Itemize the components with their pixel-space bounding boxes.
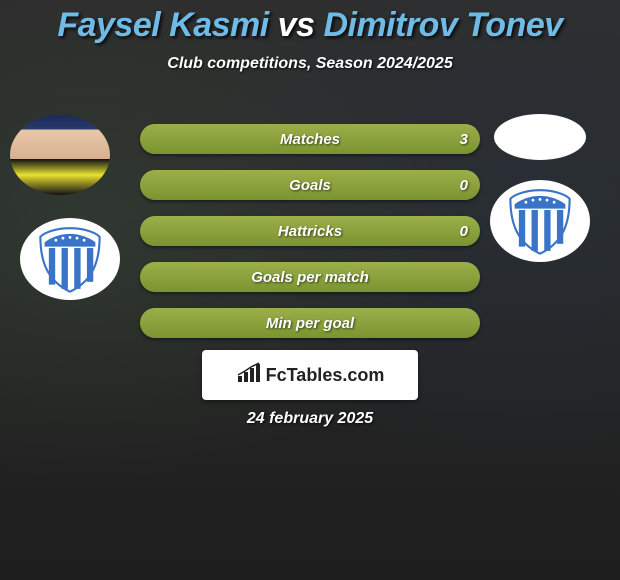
bar-chart-icon <box>236 362 262 389</box>
date-label: 24 february 2025 <box>0 410 620 428</box>
comparison-title: Faysel Kasmi vs Dimitrov Tonev <box>0 0 620 45</box>
stat-bar: Min per goal <box>140 308 480 338</box>
subtitle: Club competitions, Season 2024/2025 <box>0 55 620 73</box>
stat-label: Goals <box>289 177 331 194</box>
player1-name: Faysel Kasmi <box>57 6 268 44</box>
player2-name: Dimitrov Tonev <box>323 6 562 44</box>
player2-club-badge <box>490 180 590 262</box>
player1-club-badge <box>20 218 120 300</box>
brand-attribution: FcTables.com <box>202 350 418 400</box>
stat-label: Hattricks <box>278 223 342 240</box>
brand-text: FcTables.com <box>266 365 385 386</box>
stat-bars: Matches 3 Goals 0 Hattricks 0 Goals per … <box>140 124 480 354</box>
player2-avatar <box>494 114 586 160</box>
stat-value: 3 <box>460 131 468 148</box>
player1-avatar <box>10 115 110 195</box>
stat-value: 0 <box>460 223 468 240</box>
stat-bar: Hattricks 0 <box>140 216 480 246</box>
title-vs: vs <box>278 6 315 44</box>
stat-label: Goals per match <box>251 269 369 286</box>
stat-value: 0 <box>460 177 468 194</box>
stat-bar: Goals per match <box>140 262 480 292</box>
stat-label: Min per goal <box>266 315 354 332</box>
stat-label: Matches <box>280 131 340 148</box>
stat-bar: Matches 3 <box>140 124 480 154</box>
stat-bar: Goals 0 <box>140 170 480 200</box>
